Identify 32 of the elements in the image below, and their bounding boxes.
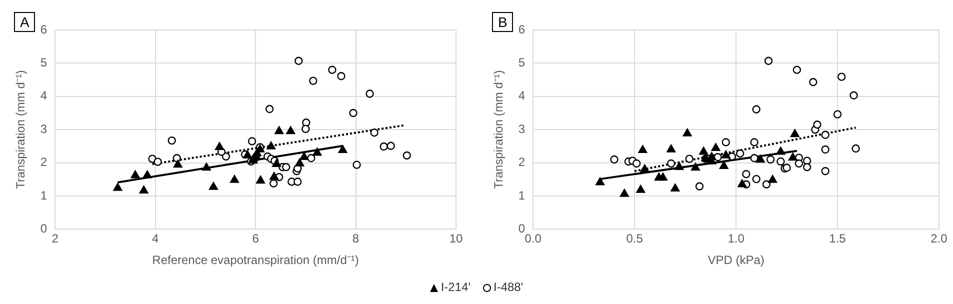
x-tick-label: 0.0 xyxy=(524,232,542,246)
x-tick-label: 6 xyxy=(252,232,260,246)
y-tick-label: 0 xyxy=(518,222,526,236)
y-tick-label: 5 xyxy=(518,56,526,70)
x-axis-title: Reference evapotranspiration (mm/d⁻¹) xyxy=(152,253,359,268)
y-tick-label: 0 xyxy=(40,222,48,236)
y-tick-label: 4 xyxy=(518,88,526,103)
y-tick-label: 1 xyxy=(518,188,526,202)
y-tick-label: 6 xyxy=(518,22,526,36)
text: B xyxy=(492,12,514,32)
y-tick-label: 3 xyxy=(518,122,526,136)
text: A xyxy=(14,12,36,32)
y-tick-label: 2 xyxy=(518,155,526,170)
x-tick-label: 1.5 xyxy=(829,232,846,246)
y-tick-label: 5 xyxy=(40,56,48,70)
legend-label: I-214' xyxy=(440,280,470,294)
y-axis-title: Transpiration (mm d⁻¹) xyxy=(492,70,506,190)
x-tick-label: 2 xyxy=(52,232,59,246)
y-tick-label: 2 xyxy=(40,155,48,170)
x-tick-label: 0.5 xyxy=(626,232,644,246)
y-tick-label: 1 xyxy=(40,188,48,202)
x-tick-label: 10 xyxy=(449,232,463,246)
y-tick-label: 4 xyxy=(40,88,48,103)
x-tick-label: 2.0 xyxy=(930,232,948,246)
legend-label: I-488' xyxy=(494,280,524,294)
y-tick-label: 3 xyxy=(40,122,48,136)
x-axis-title: VPD (kPa) xyxy=(708,253,764,268)
x-tick-label: 1.0 xyxy=(728,232,745,246)
y-axis-title: Transpiration (mm d⁻¹) xyxy=(14,70,28,190)
y-tick-label: 6 xyxy=(40,22,48,36)
x-tick-label: 4 xyxy=(152,232,159,246)
x-tick-label: 8 xyxy=(352,232,360,246)
